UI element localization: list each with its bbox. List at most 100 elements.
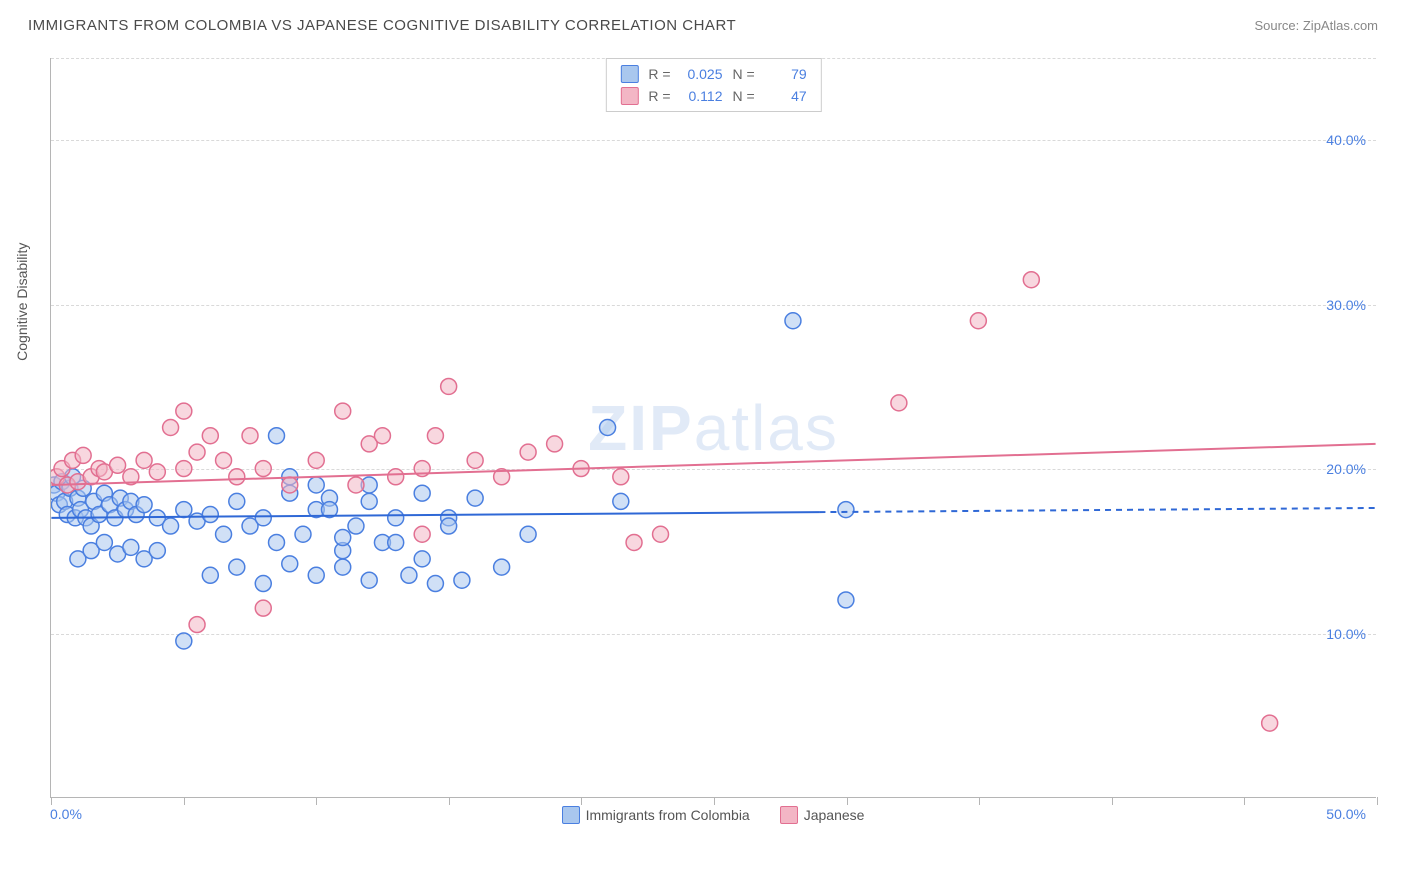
data-point-japanese: [189, 617, 205, 633]
n-value-colombia: 79: [763, 66, 807, 82]
data-point-colombia: [176, 502, 192, 518]
data-point-japanese: [467, 452, 483, 468]
data-point-colombia: [414, 551, 430, 567]
data-point-japanese: [653, 526, 669, 542]
data-point-japanese: [520, 444, 536, 460]
data-point-colombia: [149, 543, 165, 559]
data-point-colombia: [308, 567, 324, 583]
data-point-japanese: [613, 469, 629, 485]
r-label: R =: [648, 66, 670, 82]
n-label: N =: [733, 66, 755, 82]
bottom-legend: Immigrants from Colombia Japanese: [50, 806, 1376, 824]
y-axis-title: Cognitive Disability: [14, 243, 30, 361]
stats-row-colombia: R = 0.025 N = 79: [620, 63, 806, 85]
data-point-colombia: [269, 428, 285, 444]
legend-label-colombia: Immigrants from Colombia: [586, 807, 750, 823]
swatch-colombia: [562, 806, 580, 824]
data-point-japanese: [136, 452, 152, 468]
r-value-japanese: 0.112: [679, 88, 723, 104]
x-tick: [979, 797, 980, 805]
x-tick: [847, 797, 848, 805]
chart-title: IMMIGRANTS FROM COLOMBIA VS JAPANESE COG…: [28, 17, 736, 34]
data-point-colombia: [295, 526, 311, 542]
data-point-colombia: [348, 518, 364, 534]
data-point-colombia: [216, 526, 232, 542]
data-point-japanese: [414, 526, 430, 542]
data-point-colombia: [136, 497, 152, 513]
data-point-colombia: [163, 518, 179, 534]
data-point-colombia: [494, 559, 510, 575]
data-point-colombia: [123, 539, 139, 555]
data-point-japanese: [348, 477, 364, 493]
swatch-japanese: [780, 806, 798, 824]
r-value-colombia: 0.025: [679, 66, 723, 82]
data-point-colombia: [600, 420, 616, 436]
data-point-colombia: [335, 530, 351, 546]
data-point-japanese: [255, 461, 271, 477]
data-point-japanese: [891, 395, 907, 411]
data-point-colombia: [202, 507, 218, 523]
x-tick: [714, 797, 715, 805]
data-point-japanese: [149, 464, 165, 480]
data-point-japanese: [242, 428, 258, 444]
data-point-colombia: [269, 534, 285, 550]
data-point-colombia: [361, 493, 377, 509]
data-point-colombia: [96, 534, 112, 550]
data-point-japanese: [216, 452, 232, 468]
data-point-colombia: [401, 567, 417, 583]
data-point-japanese: [202, 428, 218, 444]
data-point-colombia: [202, 567, 218, 583]
x-tick: [316, 797, 317, 805]
data-point-colombia: [838, 592, 854, 608]
data-point-japanese: [308, 452, 324, 468]
data-point-japanese: [176, 461, 192, 477]
data-point-japanese: [1262, 715, 1278, 731]
chart-container: IMMIGRANTS FROM COLOMBIA VS JAPANESE COG…: [0, 0, 1406, 892]
data-point-japanese: [427, 428, 443, 444]
data-point-japanese: [229, 469, 245, 485]
data-point-colombia: [838, 502, 854, 518]
data-point-japanese: [335, 403, 351, 419]
data-point-colombia: [361, 572, 377, 588]
x-tick: [184, 797, 185, 805]
data-point-colombia: [785, 313, 801, 329]
data-point-colombia: [454, 572, 470, 588]
data-point-colombia: [520, 526, 536, 542]
data-point-japanese: [110, 457, 126, 473]
stats-legend: R = 0.025 N = 79 R = 0.112 N = 47: [605, 58, 821, 112]
stats-row-japanese: R = 0.112 N = 47: [620, 85, 806, 107]
data-point-japanese: [388, 469, 404, 485]
swatch-colombia: [620, 65, 638, 83]
data-point-colombia: [388, 534, 404, 550]
data-point-japanese: [626, 534, 642, 550]
data-point-colombia: [255, 510, 271, 526]
trend-line-japanese: [51, 444, 1375, 485]
n-label: N =: [733, 88, 755, 104]
data-point-japanese: [547, 436, 563, 452]
data-point-colombia: [229, 493, 245, 509]
scatter-svg: [51, 58, 1376, 797]
x-tick: [1377, 797, 1378, 805]
data-point-japanese: [374, 428, 390, 444]
plot-area: ZIPatlas R = 0.025 N = 79 R = 0.112 N = …: [50, 58, 1376, 798]
data-point-colombia: [255, 576, 271, 592]
data-point-japanese: [255, 600, 271, 616]
trend-line-colombia: [51, 512, 819, 518]
n-value-japanese: 47: [763, 88, 807, 104]
swatch-japanese: [620, 87, 638, 105]
x-tick: [51, 797, 52, 805]
x-tick: [581, 797, 582, 805]
title-bar: IMMIGRANTS FROM COLOMBIA VS JAPANESE COG…: [0, 0, 1406, 40]
data-point-colombia: [176, 633, 192, 649]
x-tick: [449, 797, 450, 805]
legend-item-colombia: Immigrants from Colombia: [562, 806, 750, 824]
data-point-colombia: [441, 518, 457, 534]
data-point-colombia: [308, 477, 324, 493]
legend-label-japanese: Japanese: [804, 807, 865, 823]
data-point-colombia: [388, 510, 404, 526]
trend-line-dashed-colombia: [819, 508, 1375, 512]
data-point-japanese: [970, 313, 986, 329]
data-point-japanese: [176, 403, 192, 419]
data-point-colombia: [467, 490, 483, 506]
source-label: Source: ZipAtlas.com: [1254, 18, 1378, 33]
